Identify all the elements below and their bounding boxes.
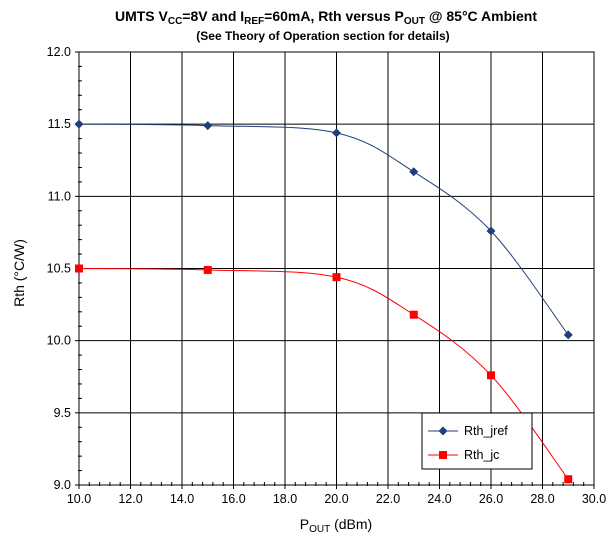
legend: Rth_jref Rth_jc [421, 412, 533, 470]
x-tick-label: 16.0 [221, 492, 245, 506]
series-layer [74, 119, 573, 484]
title-part: UMTS V [115, 8, 169, 24]
data-point [203, 121, 213, 131]
y-tick-label: 9.0 [54, 478, 71, 492]
series-line [78, 268, 569, 480]
axis-ticks: 10.0 12.0 14.0 16.0 18.0 20.0 22.0 24.0 26.0 28.0… [47, 45, 607, 506]
y-tick-label: 11.0 [48, 189, 71, 203]
y-tick-label: 10.5 [47, 262, 71, 276]
series-rth-jref [74, 119, 573, 340]
legend-marker [438, 426, 448, 436]
title-part: @ 85°C Ambient [425, 8, 537, 24]
chart-subtitle: (See Theory of Operation section for det… [196, 29, 449, 43]
data-point [563, 330, 573, 340]
data-point [74, 119, 84, 129]
data-point [203, 265, 212, 274]
data-point [332, 128, 341, 138]
x-tick-label: 14.0 [170, 492, 194, 506]
y-tick-label: 12.0 [47, 45, 71, 59]
y-tick-label: 11.5 [48, 117, 71, 131]
title-part: =8V and I [182, 8, 244, 24]
x-tick-label: 12.0 [118, 492, 142, 506]
x-label-main: P [300, 516, 309, 532]
legend-box [421, 412, 533, 470]
title-part: =60mA, Rth versus P [264, 8, 404, 24]
data-point [487, 371, 495, 380]
legend-label: Rth_jc [464, 448, 499, 462]
legend-marker [439, 451, 447, 459]
title-part: OUT [404, 16, 425, 27]
x-tick-label: 26.0 [479, 492, 503, 506]
chart-title: UMTS VCC=8V and IREF=60mA, Rth versus PO… [115, 8, 537, 27]
x-tick-label: 30.0 [582, 492, 606, 506]
x-tick-label: 22.0 [376, 492, 400, 506]
data-point [409, 167, 419, 177]
data-point [486, 226, 496, 236]
x-tick-label: 24.0 [427, 492, 451, 506]
x-tick-label: 10.0 [67, 492, 91, 506]
data-point [75, 264, 83, 273]
y-axis-label: Rth (°C/W) [11, 239, 27, 307]
y-tick-label: 9.5 [54, 406, 71, 420]
data-point [564, 475, 573, 484]
series-line [78, 123, 569, 336]
x-tick-label: 28.0 [530, 492, 554, 506]
title-part: REF [244, 16, 264, 27]
y-tick-label: 10.0 [47, 334, 71, 348]
legend-label: Rth_jref [464, 424, 508, 438]
x-label-sub: OUT [309, 524, 330, 535]
x-tick-label: 20.0 [324, 492, 348, 506]
legend-item: Rth_jc [428, 448, 499, 462]
series-rth-jc [75, 264, 573, 484]
x-tick-label: 18.0 [273, 492, 297, 506]
data-point [409, 310, 418, 319]
x-label-unit: (dBm) [330, 516, 372, 532]
title-part: CC [168, 16, 182, 27]
legend-item: Rth_jref [428, 424, 508, 438]
data-point [332, 273, 341, 282]
x-axis-label: POUT (dBm) [300, 516, 372, 535]
